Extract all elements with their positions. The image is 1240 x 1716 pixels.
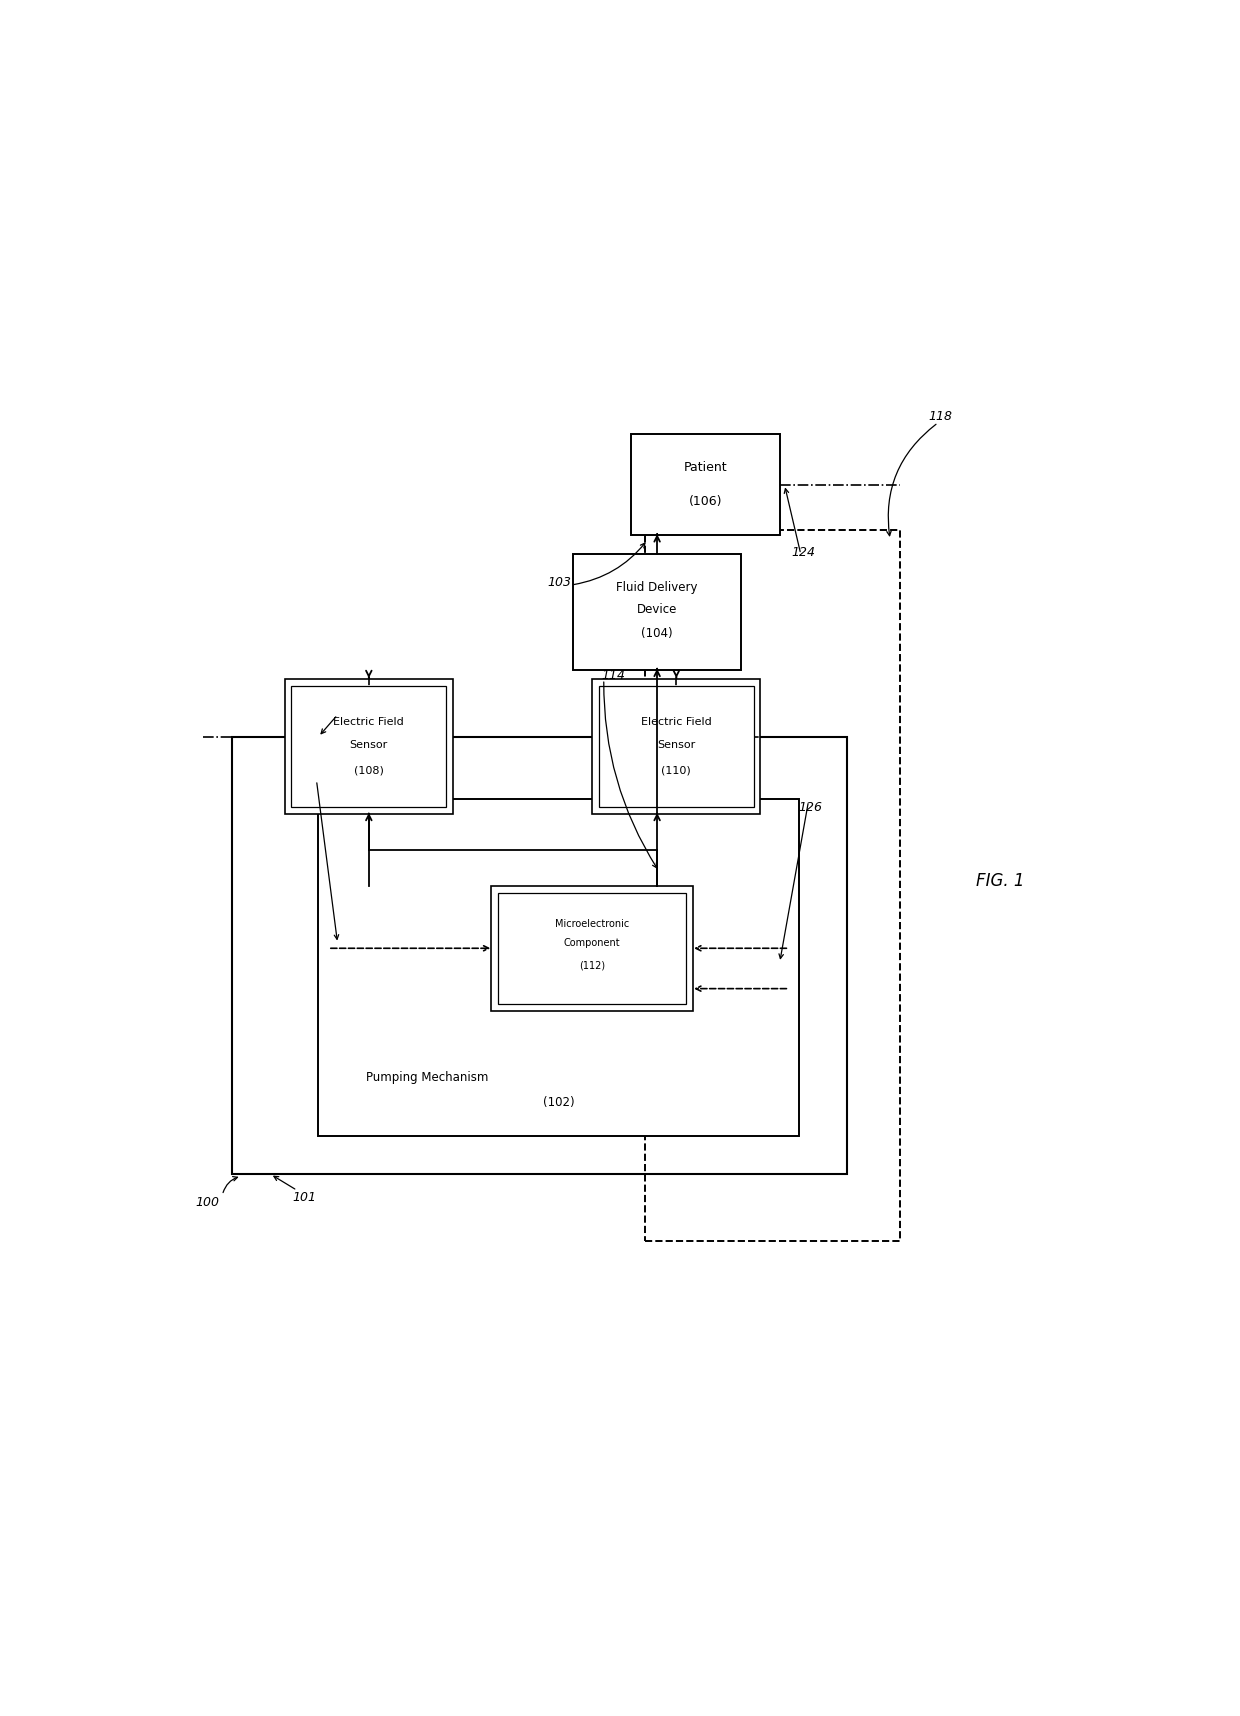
Text: Electric Field: Electric Field	[334, 717, 404, 728]
Bar	[291, 686, 446, 807]
Bar	[285, 680, 453, 813]
Bar	[599, 686, 754, 807]
Text: (110): (110)	[661, 765, 691, 776]
Text: (112): (112)	[579, 961, 605, 971]
Bar	[573, 554, 742, 669]
Text: (104): (104)	[641, 626, 673, 640]
Text: 124: 124	[791, 546, 815, 559]
Text: 126: 126	[799, 801, 823, 813]
Text: Device: Device	[637, 602, 677, 616]
Text: Electric Field: Electric Field	[641, 717, 712, 728]
Text: Patient: Patient	[683, 462, 727, 474]
Text: (108): (108)	[353, 765, 383, 776]
Bar	[593, 680, 760, 813]
Text: 101: 101	[291, 1191, 316, 1205]
Bar	[631, 434, 780, 535]
Text: 114: 114	[601, 669, 626, 683]
Text: Component: Component	[564, 939, 620, 949]
Text: 116: 116	[324, 712, 347, 726]
Text: (106): (106)	[688, 496, 722, 508]
Bar	[645, 530, 900, 1241]
Text: 103: 103	[547, 577, 572, 589]
Text: Fluid Delivery: Fluid Delivery	[616, 582, 698, 594]
Text: 118: 118	[929, 410, 952, 422]
Bar	[491, 885, 693, 1011]
Text: Sensor: Sensor	[657, 740, 696, 750]
Text: Microelectronic: Microelectronic	[556, 920, 630, 930]
Text: 122: 122	[306, 779, 331, 793]
Bar	[232, 736, 847, 1174]
Text: (102): (102)	[543, 1095, 574, 1109]
Text: Pumping Mechanism: Pumping Mechanism	[367, 1071, 489, 1085]
Text: Sensor: Sensor	[350, 740, 388, 750]
Bar	[498, 892, 687, 1004]
Text: FIG. 1: FIG. 1	[976, 872, 1025, 891]
Bar	[319, 800, 799, 1136]
Text: 100: 100	[196, 1196, 219, 1208]
